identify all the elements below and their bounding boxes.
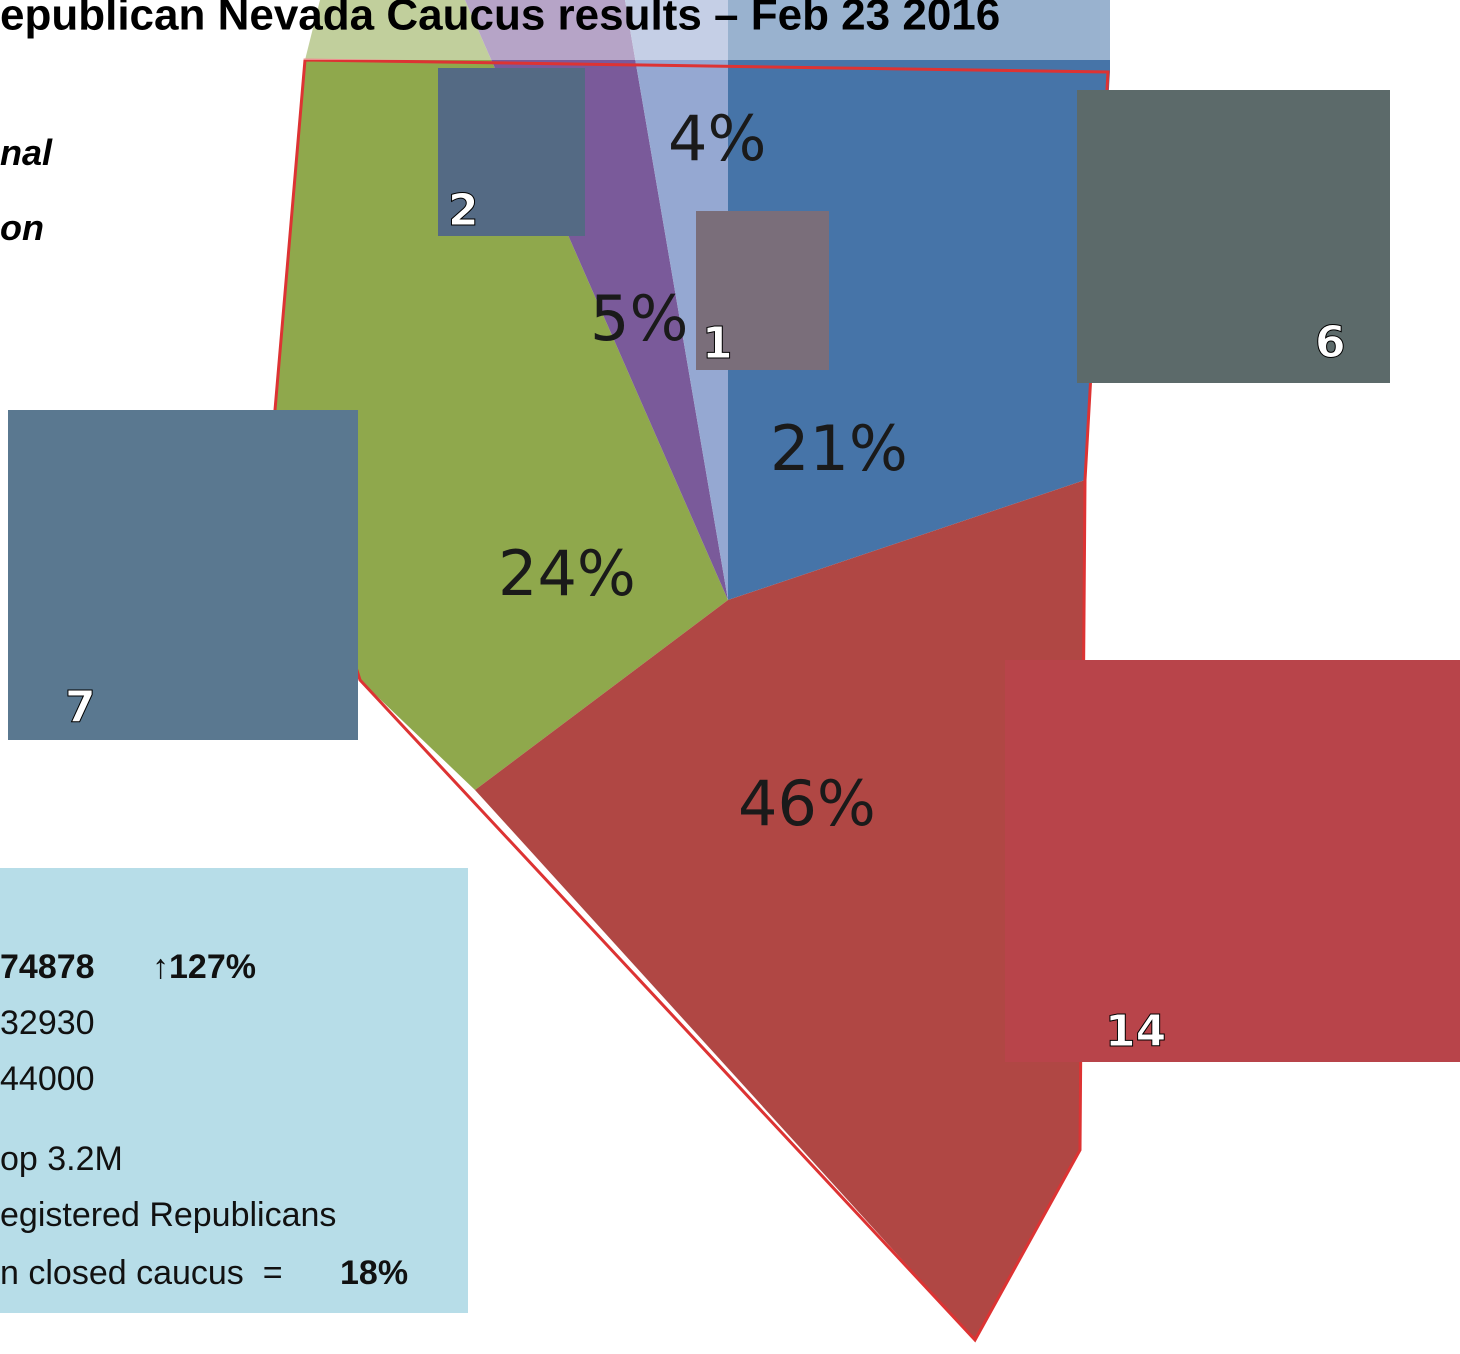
photo-number: 6 (1315, 317, 1346, 368)
side-note: on (0, 207, 44, 248)
slice-red (475, 480, 1085, 1340)
turnout: 74878 (0, 948, 95, 986)
title: epublican Nevada Caucus results – Feb 23… (0, 0, 1000, 40)
slice-green (275, 0, 728, 790)
caucus-text: n closed caucus = (0, 1254, 283, 1292)
info-line: egistered Republicans (0, 1196, 336, 1234)
caucus-pct: 18% (340, 1254, 408, 1292)
photo (1077, 90, 1390, 383)
info-line: 44000 (0, 1060, 95, 1098)
photo (8, 410, 358, 740)
title-band (0, 0, 1460, 60)
photo (438, 68, 585, 236)
photo (696, 211, 829, 370)
slice-label: 24% (498, 537, 636, 610)
photo-number: 7 (65, 682, 96, 733)
slice-label: 21% (770, 412, 908, 485)
info-line: op 3.2M (0, 1140, 123, 1178)
slice-blue (728, 0, 1110, 600)
slice-label: 4% (668, 102, 766, 175)
info-line: 32930 (0, 1004, 95, 1042)
photo (1005, 660, 1460, 1062)
photo-number: 1 (702, 318, 733, 369)
photo-number: 14 (1105, 1006, 1166, 1057)
slice-label: 46% (738, 767, 876, 840)
side-note: nal (0, 132, 53, 173)
slice-label: 5% (590, 282, 688, 355)
photo-number: 2 (448, 185, 479, 236)
change: ↑127% (152, 948, 256, 986)
slice-lightblue (625, 0, 728, 600)
info-box (0, 868, 468, 1313)
